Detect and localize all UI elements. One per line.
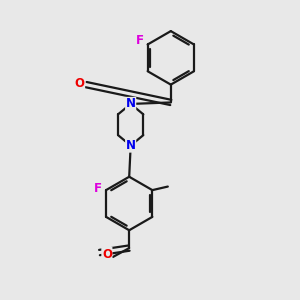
Text: O: O (75, 76, 85, 90)
Text: F: F (94, 182, 102, 195)
Text: F: F (136, 34, 144, 47)
Text: O: O (102, 248, 112, 260)
Text: N: N (126, 98, 136, 110)
Text: N: N (126, 139, 136, 152)
